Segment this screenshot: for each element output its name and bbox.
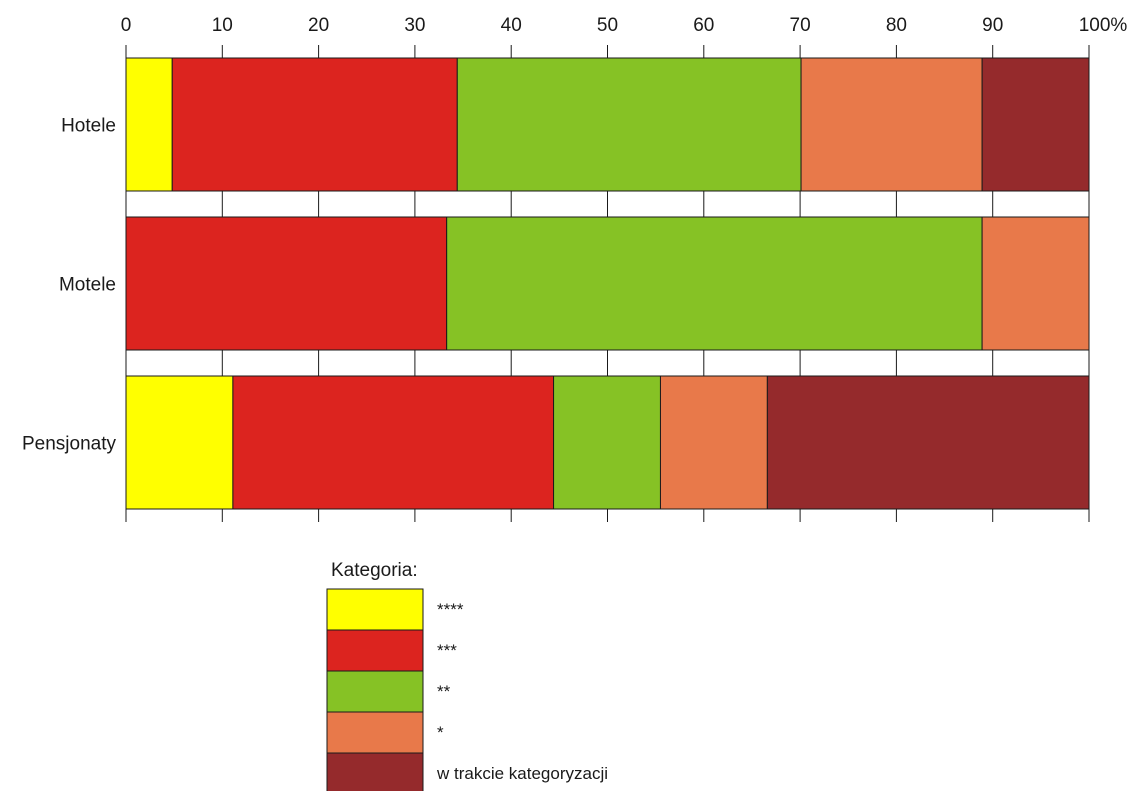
legend-swatch-2 — [326, 670, 424, 713]
x-tick-label-10: 100% — [1079, 15, 1128, 36]
category-labels: Hotele Motele Pensjonaty — [22, 116, 117, 455]
bar-segment-motele-1 — [125, 216, 448, 351]
category-label-0: Hotele — [61, 116, 116, 137]
x-tick-label-4: 40 — [501, 15, 522, 36]
x-tick-label-6: 60 — [693, 15, 714, 36]
bar-segment-hotele-0 — [125, 57, 173, 192]
bar-segment-pensjonaty-2 — [553, 375, 661, 510]
bar-segment-hotele-2 — [456, 57, 802, 192]
legend-swatch-1 — [326, 629, 424, 672]
bar-segment-pensjonaty-4 — [766, 375, 1090, 510]
legend-title: Kategoria: — [331, 560, 418, 581]
x-tick-label-3: 30 — [404, 15, 425, 36]
category-label-1: Motele — [59, 275, 116, 296]
bar-segment-pensjonaty-0 — [125, 375, 234, 510]
bars-layer — [125, 57, 1090, 510]
legend-label-0: **** — [437, 600, 464, 619]
legend-swatch-3 — [326, 711, 424, 754]
bar-segment-hotele-4 — [981, 57, 1090, 192]
x-tick-label-8: 80 — [886, 15, 907, 36]
x-tick-label-2: 20 — [308, 15, 329, 36]
legend-label-4: w trakcie kategoryzacji — [436, 764, 608, 783]
x-tick-label-9: 90 — [982, 15, 1003, 36]
legend-label-2: ** — [437, 682, 451, 701]
category-label-2: Pensjonaty — [22, 434, 117, 455]
x-tick-label-5: 50 — [597, 15, 618, 36]
bar-segment-motele-2 — [446, 216, 983, 351]
bar-segment-hotele-3 — [800, 57, 983, 192]
legend-label-1: *** — [437, 641, 457, 660]
x-axis: 0 10 20 30 40 50 60 70 80 90 100% — [121, 15, 1128, 522]
x-tick-label-0: 0 — [121, 15, 132, 36]
bar-segment-pensjonaty-3 — [659, 375, 768, 510]
bar-segment-hotele-1 — [171, 57, 458, 192]
bar-segment-motele-3 — [981, 216, 1090, 351]
x-tick-label-1: 10 — [212, 15, 233, 36]
x-tick-label-7: 70 — [790, 15, 811, 36]
legend-swatch-0 — [326, 588, 424, 631]
legend: Kategoria: **********w trakcie kategoryz… — [326, 560, 608, 791]
legend-swatch-4 — [326, 752, 424, 791]
bar-segment-pensjonaty-1 — [232, 375, 555, 510]
legend-label-3: * — [437, 723, 444, 742]
